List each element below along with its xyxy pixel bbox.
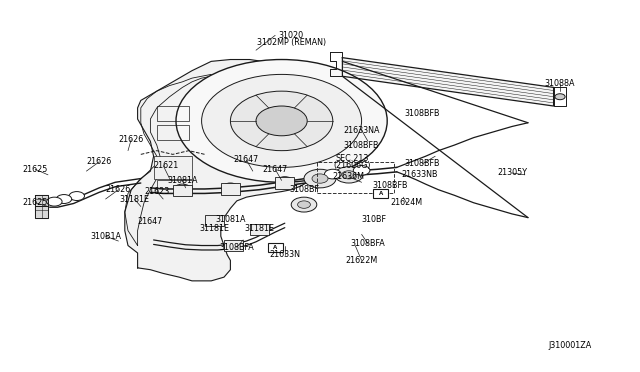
Circle shape [222,183,239,193]
Polygon shape [35,195,48,206]
Bar [173,185,192,196]
Circle shape [69,192,84,201]
Text: 21647: 21647 [262,165,288,174]
Circle shape [304,169,336,188]
Circle shape [342,171,356,179]
Text: SEC.213: SEC.213 [335,154,369,163]
Bar [221,183,240,195]
Text: 21633NA: 21633NA [343,126,380,135]
Text: 3108BFB: 3108BFB [344,141,380,150]
Circle shape [335,167,363,183]
Bar [317,162,394,193]
Text: 21625: 21625 [22,165,48,174]
Circle shape [298,201,310,208]
Text: 21625: 21625 [22,198,48,207]
Text: (21606G): (21606G) [333,161,371,170]
Text: 21626: 21626 [118,135,144,144]
Circle shape [276,177,293,186]
Polygon shape [125,60,336,281]
Polygon shape [35,206,48,218]
Bar [275,177,294,189]
Text: 21633NB: 21633NB [401,170,438,179]
Text: 21633N: 21633N [269,250,300,259]
Text: 21305Y: 21305Y [497,169,527,177]
Text: 21626: 21626 [106,185,131,194]
Circle shape [324,169,341,179]
Text: 21623: 21623 [144,187,170,196]
Text: 31181E: 31181E [244,224,274,233]
Bar [268,243,283,252]
Polygon shape [342,58,554,106]
Text: A: A [273,245,277,250]
Text: 21622M: 21622M [346,256,378,265]
Text: 21636M: 21636M [333,172,365,181]
Circle shape [176,60,387,182]
Text: 310BF: 310BF [362,215,387,224]
Text: 3108BFB: 3108BFB [404,159,440,168]
Bar [373,189,388,198]
Text: 31020: 31020 [278,31,304,40]
Text: 31181E: 31181E [120,195,149,203]
Text: 21647: 21647 [138,217,163,226]
Bar [250,224,269,235]
Text: 21647: 21647 [234,155,259,164]
Bar [205,215,224,226]
Circle shape [230,91,333,151]
Text: 31088A: 31088A [545,79,575,88]
Circle shape [47,197,62,206]
Text: 3102MP (REMAN): 3102MP (REMAN) [257,38,326,47]
Bar [157,125,189,140]
Circle shape [312,174,328,183]
Circle shape [291,197,317,212]
Bar [224,240,243,251]
Text: 31081A: 31081A [215,215,246,224]
Text: J310001ZA: J310001ZA [548,341,591,350]
Text: 31081A: 31081A [167,176,198,185]
Text: 3108BFB: 3108BFB [404,109,440,118]
Circle shape [202,74,362,167]
Text: 3108BF: 3108BF [289,185,319,194]
Text: 31181E: 31181E [200,224,229,233]
Circle shape [353,166,370,175]
Text: 3108BFA: 3108BFA [351,239,385,248]
Circle shape [256,106,307,136]
Bar [157,180,192,193]
Text: 310B1A: 310B1A [90,232,121,241]
Circle shape [56,195,72,203]
Circle shape [555,94,565,100]
Text: A: A [379,191,383,196]
Circle shape [174,184,191,194]
Bar [154,156,192,179]
Text: 21624M: 21624M [390,198,422,207]
Bar [157,106,189,121]
Text: 21621: 21621 [154,161,179,170]
Text: 21626: 21626 [86,157,112,166]
Text: 3108BFB: 3108BFB [372,182,408,190]
Text: 3108BFA: 3108BFA [220,243,254,252]
